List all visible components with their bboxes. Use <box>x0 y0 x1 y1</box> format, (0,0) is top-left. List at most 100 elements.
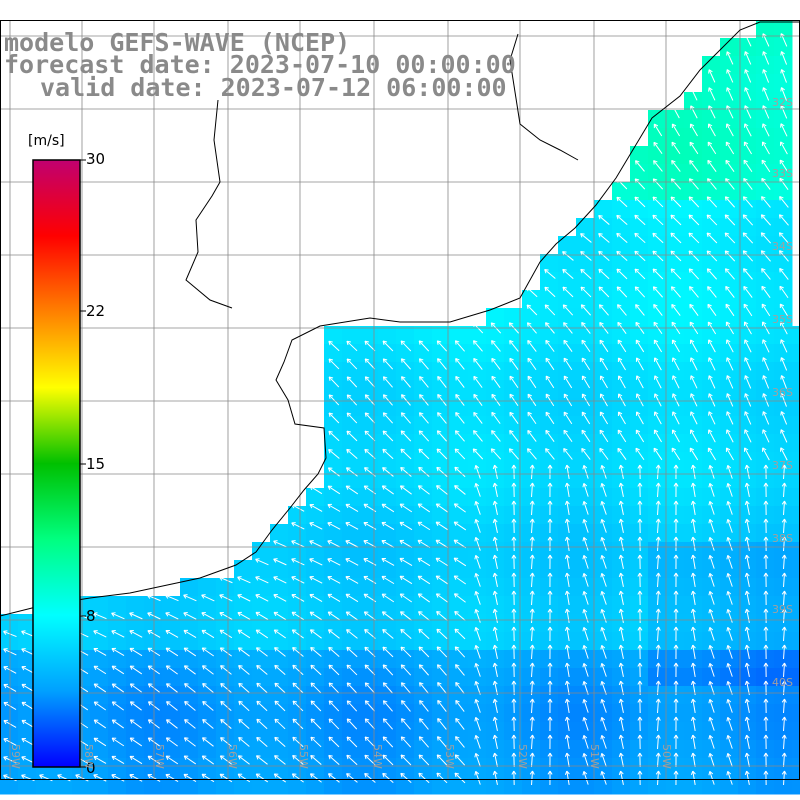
wind-arrow <box>726 483 733 497</box>
wind-speed-cell <box>540 542 559 561</box>
wind-arrow <box>435 593 448 603</box>
wind-speed-cell <box>558 740 577 759</box>
wind-speed-cell <box>594 704 613 723</box>
wind-arrow <box>309 503 323 512</box>
wind-speed-cell <box>450 524 469 543</box>
wind-arrow <box>545 429 555 442</box>
wind-speed-cell <box>378 722 397 741</box>
wind-arrow <box>435 539 449 549</box>
wind-speed-cell <box>288 524 307 543</box>
wind-arrow <box>599 429 609 443</box>
wind-arrow <box>763 662 769 678</box>
wind-speed-cell <box>180 722 199 741</box>
wind-arrow <box>655 608 661 624</box>
wind-arrow <box>761 303 771 317</box>
wind-speed-cell <box>378 596 397 615</box>
wind-speed-cell <box>630 326 649 345</box>
wind-arrow <box>690 357 698 371</box>
wind-arrow <box>653 357 662 371</box>
wind-speed-cell <box>396 416 415 435</box>
wind-arrow <box>274 647 286 657</box>
wind-arrow <box>455 681 465 694</box>
wind-speed-cell <box>648 722 667 741</box>
wind-arrow <box>724 214 736 226</box>
wind-speed-cell <box>108 704 127 723</box>
wind-speed-cell <box>594 506 613 525</box>
wind-speed-cell <box>684 218 703 237</box>
wind-arrow <box>564 536 570 551</box>
wind-speed-cell <box>198 776 217 795</box>
wind-arrow <box>744 554 750 569</box>
wind-speed-cell <box>774 416 793 435</box>
wind-speed-cell <box>522 506 541 525</box>
wind-speed-cell <box>594 416 613 435</box>
wind-speed-cell <box>342 650 361 669</box>
wind-speed-cell <box>648 146 667 165</box>
wind-speed-cell <box>450 650 469 669</box>
wind-arrow <box>309 576 323 584</box>
wind-speed-cell <box>486 650 505 669</box>
wind-arrow <box>726 645 733 659</box>
wind-arrow <box>582 716 589 731</box>
wind-speed-cell <box>486 452 505 471</box>
wind-arrow <box>93 737 107 747</box>
wind-arrow <box>455 358 465 370</box>
wind-arrow <box>599 447 609 460</box>
wind-speed-cell <box>288 578 307 597</box>
wind-speed-cell <box>486 758 505 777</box>
wind-speed-cell <box>270 758 289 777</box>
wind-arrow <box>511 770 517 786</box>
wind-speed-cell <box>648 614 667 633</box>
wind-arrow <box>455 736 465 748</box>
wind-arrow <box>129 719 142 729</box>
wind-speed-cell <box>702 200 721 219</box>
wind-arrow <box>418 646 430 658</box>
wind-speed-cell <box>630 470 649 489</box>
wind-speed-cell <box>108 740 127 759</box>
wind-arrow <box>474 645 481 659</box>
wind-arrow <box>725 123 734 137</box>
wind-speed-cell <box>378 344 397 363</box>
wind-arrow <box>726 699 733 713</box>
wind-arrow <box>744 375 752 389</box>
wind-speed-cell <box>756 758 775 777</box>
wind-arrow <box>509 393 519 407</box>
wind-arrow <box>744 518 750 533</box>
wind-speed-cell <box>360 380 379 399</box>
wind-speed-cell <box>558 434 577 453</box>
wind-speed-cell <box>504 632 523 651</box>
wind-speed-cell <box>126 650 145 669</box>
wind-arrow <box>474 591 481 605</box>
wind-arrow <box>580 268 592 280</box>
wind-arrow <box>474 735 481 749</box>
wind-arrow <box>346 718 358 730</box>
wind-speed-cell <box>702 308 721 327</box>
wind-speed-cell <box>630 380 649 399</box>
wind-arrow <box>309 522 323 530</box>
wind-arrow <box>600 555 607 569</box>
wind-speed-cell <box>576 434 595 453</box>
wind-arrow <box>708 518 715 533</box>
wind-arrow <box>382 664 394 676</box>
wind-arrow <box>436 646 448 658</box>
wind-arrow <box>400 754 412 766</box>
wind-speed-cell <box>792 614 800 633</box>
wind-arrow <box>436 628 448 640</box>
wind-speed-cell <box>180 686 199 705</box>
wind-arrow <box>511 536 517 552</box>
wind-speed-cell <box>360 560 379 579</box>
wind-speed-cell <box>252 686 271 705</box>
wind-arrow <box>708 626 715 641</box>
wind-arrow <box>255 576 269 584</box>
wind-speed-cell <box>684 92 703 111</box>
wind-arrow <box>779 303 789 317</box>
wind-speed-cell <box>666 128 685 147</box>
wind-speed-cell <box>612 632 631 651</box>
wind-speed-cell <box>756 218 775 237</box>
wind-speed-cell <box>720 560 739 579</box>
wind-speed-cell <box>198 614 217 633</box>
colorbar-scale <box>32 159 81 768</box>
wind-speed-cell <box>648 128 667 147</box>
wind-speed-cell <box>774 686 793 705</box>
wind-speed-cell <box>324 380 343 399</box>
